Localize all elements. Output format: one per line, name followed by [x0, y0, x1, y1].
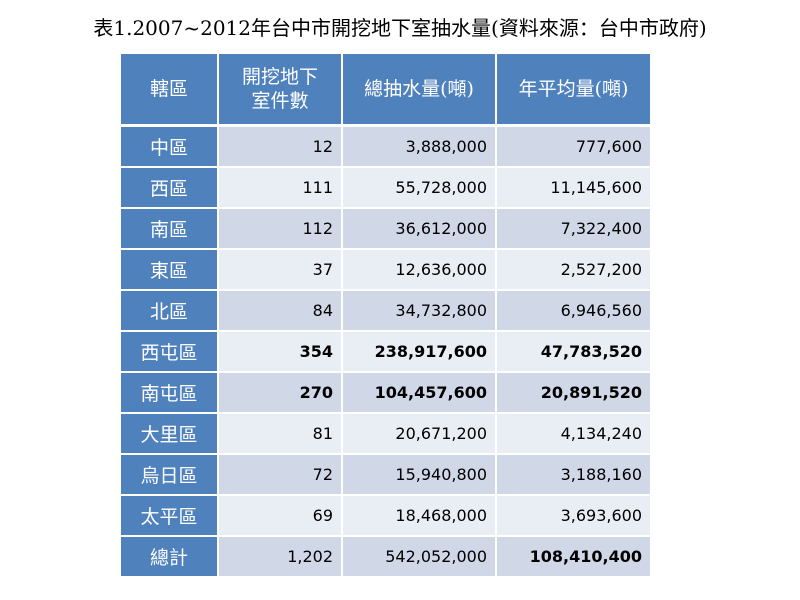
count-cell: 37: [218, 249, 343, 291]
annual-cell: 20,891,520: [496, 372, 650, 414]
district-cell: 中區: [121, 125, 219, 168]
district-cell: 南屯區: [121, 372, 219, 414]
annual-cell: 2,527,200: [496, 249, 650, 291]
annual-cell: 3,693,600: [496, 495, 650, 537]
district-cell: 西屯區: [121, 331, 219, 373]
annual-cell: 47,783,520: [496, 331, 650, 373]
table-caption: 表1.2007~2012年台中市開挖地下室抽水量(資料來源：台中市政府): [93, 16, 707, 40]
header-annual: 年平均量(噸): [496, 54, 650, 127]
annual-cell: 11,145,600: [496, 167, 650, 209]
table-row: 南區 112 36,612,000 7,322,400: [121, 208, 650, 250]
header-row: 轄區 開挖地下室件數 總抽水量(噸) 年平均量(噸): [121, 54, 650, 127]
count-cell: 81: [218, 413, 343, 455]
district-cell: 南區: [121, 208, 219, 250]
total-cell: 55,728,000: [342, 167, 497, 209]
header-count: 開挖地下室件數: [218, 54, 343, 127]
district-cell: 西區: [121, 167, 219, 209]
water-pumping-table: 轄區 開挖地下室件數 總抽水量(噸) 年平均量(噸) 中區 12 3,888,000…: [121, 54, 650, 578]
district-cell: 太平區: [121, 495, 219, 537]
district-cell: 總計: [121, 536, 219, 578]
table-row: 大里區 81 20,671,200 4,134,240: [121, 413, 650, 455]
district-cell: 北區: [121, 290, 219, 332]
count-cell: 112: [218, 208, 343, 250]
district-cell: 東區: [121, 249, 219, 291]
table-row: 太平區 69 18,468,000 3,693,600: [121, 495, 650, 537]
table-row: 西區 111 55,728,000 11,145,600: [121, 167, 650, 209]
table-row: 烏日區 72 15,940,800 3,188,160: [121, 454, 650, 496]
total-cell: 542,052,000: [342, 536, 497, 578]
count-cell: 270: [218, 372, 343, 414]
total-cell: 34,732,800: [342, 290, 497, 332]
annual-cell: 4,134,240: [496, 413, 650, 455]
total-cell: 20,671,200: [342, 413, 497, 455]
count-cell: 111: [218, 167, 343, 209]
annual-cell: 3,188,160: [496, 454, 650, 496]
table-row: 北區 84 34,732,800 6,946,560: [121, 290, 650, 332]
annual-cell: 777,600: [496, 125, 650, 168]
district-cell: 大里區: [121, 413, 219, 455]
annual-cell: 108,410,400: [496, 536, 650, 578]
total-cell: 3,888,000: [342, 125, 497, 168]
table-row: 中區 12 3,888,000 777,600: [121, 125, 650, 168]
total-cell: 36,612,000: [342, 208, 497, 250]
annual-cell: 6,946,560: [496, 290, 650, 332]
count-cell: 1,202: [218, 536, 343, 578]
district-cell: 烏日區: [121, 454, 219, 496]
total-cell: 12,636,000: [342, 249, 497, 291]
count-cell: 84: [218, 290, 343, 332]
total-cell: 104,457,600: [342, 372, 497, 414]
count-cell: 69: [218, 495, 343, 537]
count-cell: 72: [218, 454, 343, 496]
total-cell: 18,468,000: [342, 495, 497, 537]
annual-cell: 7,322,400: [496, 208, 650, 250]
total-cell: 238,917,600: [342, 331, 497, 373]
count-cell: 12: [218, 125, 343, 168]
table-row: 總計 1,202 542,052,000 108,410,400: [121, 536, 650, 578]
table-row: 南屯區 270 104,457,600 20,891,520: [121, 372, 650, 414]
count-cell: 354: [218, 331, 343, 373]
header-district: 轄區: [121, 54, 219, 127]
header-total: 總抽水量(噸): [342, 54, 497, 127]
total-cell: 15,940,800: [342, 454, 497, 496]
table-row: 東區 37 12,636,000 2,527,200: [121, 249, 650, 291]
table-row: 西屯區 354 238,917,600 47,783,520: [121, 331, 650, 373]
